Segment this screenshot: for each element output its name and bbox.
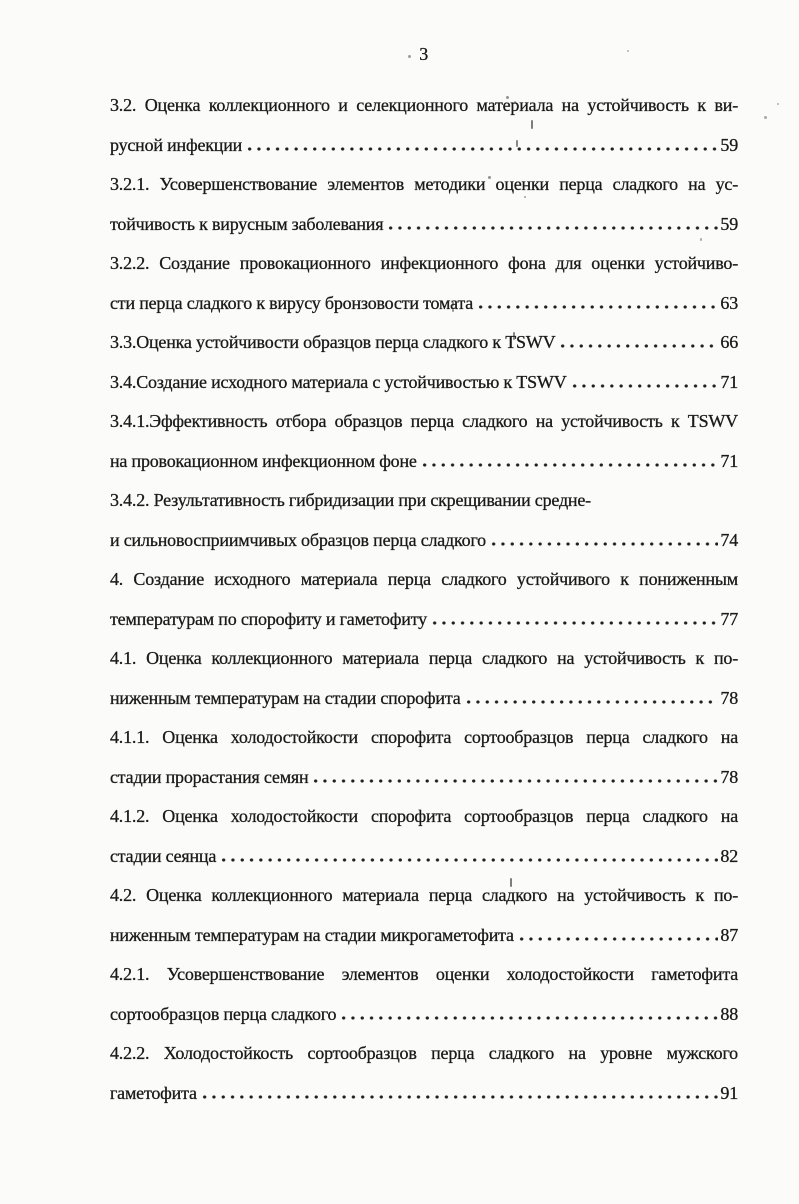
dot-leader [339,1015,719,1020]
toc-entry-text: ниженным температурам на стадии спорофит… [110,687,461,708]
toc-entry-3-3: 3.3.Оценка устойчивости образцов перца с… [110,323,738,363]
toc-page-ref: 77 [720,608,738,629]
toc-page-ref: 88 [720,1003,738,1024]
toc-entry-text-line: 4.1.1. Оценка холодостойкости спорофита … [110,727,739,747]
toc-entry-text-line: 3.2.1. Усовершенствование элементов мето… [110,174,739,194]
toc-entry-text-line: 4.1.2. Оценка холодостойкости спорофита … [110,806,739,826]
toc-entry-last-line: температурам по спорофиту и гаметофиту 7… [110,600,738,640]
toc-page-ref: 71 [720,371,738,392]
dot-leader [419,462,719,467]
toc-entry-text-line: 4.2.1. Усовершенствование элементов оцен… [110,964,739,984]
toc-page-ref: 78 [720,687,738,708]
toc-entry-text-line: 3.2. Оценка коллекционного и селекционно… [110,95,739,115]
dot-leader [245,146,719,151]
scan-speck [764,116,767,119]
toc-entry-3-4-2: 3.4.2. Результативность гибридизации при… [110,481,738,560]
toc-page-ref: 59 [720,213,738,234]
toc-entry-last-line: 3.3.Оценка устойчивости образцов перца с… [110,323,738,363]
dot-leader [516,936,719,941]
toc-entry-text: ниженным температурам на стадии микрогам… [110,924,514,945]
toc-entry-4-1-2: 4.1.2. Оценка холодостойкости спорофита … [110,797,739,877]
toc-entry-text: сти перца сладкого к вирусу бронзовости … [110,292,474,313]
toc-entry-text: сортообразцов перца сладкого [110,1003,337,1024]
toc-entry-last-line: ниженным температурам на стадии микрогам… [110,916,738,956]
dot-leader [463,699,719,704]
dot-leader [488,541,719,546]
toc-entry-last-line: гаметофита 91 [110,1074,738,1114]
toc-entry-text: стадии сеянца [110,845,217,866]
toc-entry-last-line: тойчивость к вирусным заболевания 59 [110,205,738,245]
toc-entry-text-line: 4.2. Оценка коллекционного материала пер… [110,885,739,905]
toc-entry-4-2-1: 4.2.1. Усовершенствование элементов оцен… [110,955,739,1035]
toc-page-ref: 78 [720,766,738,787]
toc-entry-4-1: 4.1. Оценка коллекционного материала пер… [110,639,739,719]
toc-entry-text: на провокационном инфекционном фоне [110,450,417,471]
toc-entry-text: тойчивость к вирусным заболевания [110,213,384,234]
toc-entry-last-line: сти перца сладкого к вирусу бронзовости … [110,284,738,324]
dot-leader [199,1094,719,1099]
toc-entry-text: температурам по спорофиту и гаметофиту [110,608,427,629]
page-number: 3 [419,44,429,64]
dot-leader [219,857,719,862]
toc-entry-text: и сильновосприимчивых образцов перца сла… [110,529,486,550]
toc-entry-last-line: 3.4.Создание исходного материала с устой… [110,363,738,403]
toc-entry-text-line: 3.4.1.Эффективность отбора образцов перц… [110,411,739,431]
toc-entry-text: 3.3.Оценка устойчивости образцов перца с… [110,332,556,352]
toc-entry-4-1-1: 4.1.1. Оценка холодостойкости спорофита … [110,718,739,798]
toc-entry-3-2-2: 3.2.2. Создание провокационного инфекцио… [110,244,739,324]
dot-leader [558,344,719,348]
toc-page-ref: 74 [720,529,738,550]
toc-entry-3-2: 3.2. Оценка коллекционного и селекционно… [110,86,739,166]
toc-entry-last-line: и сильновосприимчивых образцов перца сла… [110,521,738,561]
dot-leader [429,620,719,625]
dot-leader [386,225,719,230]
toc-entry-3-4: 3.4.Создание исходного материала с устой… [110,363,738,403]
toc-entry-last-line: русной инфекции 59 [110,126,738,166]
toc-entry-4-2: 4.2. Оценка коллекционного материала пер… [110,876,739,956]
toc-entry-last-line: на провокационном инфекционном фоне 71 [110,442,738,482]
scan-speck [777,103,779,105]
toc-page-ref: 63 [720,292,738,313]
toc-entry-last-line: стадии сеянца 82 [110,837,738,877]
toc-entry-3-2-1: 3.2.1. Усовершенствование элементов мето… [110,165,739,245]
dot-leader [476,304,719,309]
toc-entry-text-line: 4.2.2. Холодостойкость сортообразцов пер… [110,1043,739,1063]
toc-page-ref: 66 [720,332,738,352]
toc-page-ref: 87 [720,924,738,945]
toc-page-ref: 91 [720,1082,738,1103]
toc-entry-4-2-2: 4.2.2. Холодостойкость сортообразцов пер… [110,1034,739,1114]
toc-entry-text: стадии прорастания семян [110,766,309,787]
toc-entry-4: 4. Создание исходного материала перца сл… [110,560,739,640]
toc-entry-text: 3.4.Создание исходного материала с устой… [110,371,567,392]
toc-entry-last-line: ниженным температурам на стадии спорофит… [110,679,738,719]
table-of-contents: 3.2. Оценка коллекционного и селекционно… [110,86,739,1114]
toc-page-ref: 71 [720,450,738,471]
toc-page-ref: 59 [720,134,738,155]
toc-entry-last-line: стадии прорастания семян 78 [110,758,738,798]
toc-entry-3-4-1: 3.4.1.Эффективность отбора образцов перц… [110,402,739,482]
toc-entry-text: русной инфекции [110,134,243,155]
dot-leader [311,778,719,783]
toc-entry-text-line: 4. Создание исходного материала перца сл… [110,569,739,589]
toc-entry-last-line: сортообразцов перца сладкого 88 [110,995,738,1035]
toc-entry-text-line: 3.2.2. Создание провокационного инфекцио… [110,253,739,273]
toc-page-ref: 82 [720,845,738,866]
dot-leader [569,383,719,388]
toc-entry-text-line: 4.1. Оценка коллекционного материала пер… [110,648,739,668]
toc-entry-text: гаметофита [110,1082,197,1103]
toc-entry-text-line: 3.4.2. Результативность гибридизации при… [110,490,591,510]
